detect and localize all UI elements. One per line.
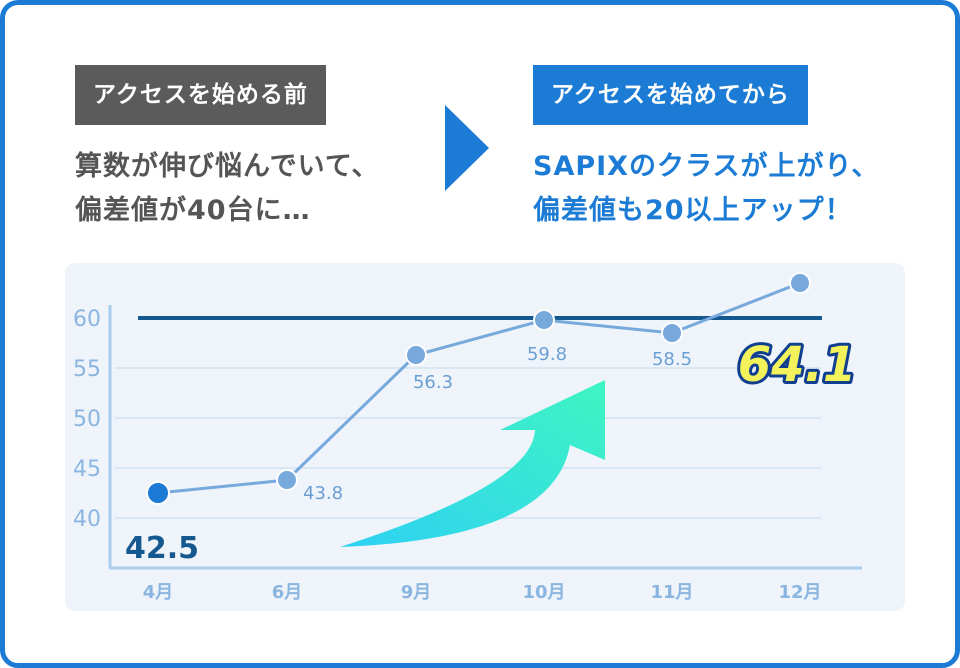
- x-tick-label: 10月: [522, 582, 565, 603]
- before-tag: アクセスを始める前: [75, 65, 326, 125]
- data-label: 43.8: [303, 483, 343, 504]
- after-tag: アクセスを始めてから: [533, 65, 808, 125]
- before-line-1: 算数が伸び悩んでいて、: [75, 151, 380, 182]
- y-tick-label: 45: [73, 457, 101, 482]
- y-tick-label: 60: [73, 307, 101, 332]
- y-tick-label: 50: [73, 407, 101, 432]
- x-tick-label: 6月: [272, 582, 303, 603]
- x-tick-label: 9月: [401, 582, 432, 603]
- data-point: [789, 272, 811, 294]
- data-label-start: 42.5: [125, 531, 199, 566]
- data-point: [146, 481, 170, 505]
- data-label: 58.5: [652, 349, 692, 370]
- data-point: [661, 322, 683, 344]
- rising-curved-arrow-icon: [340, 380, 605, 547]
- before-line-2: 偏差値が40台に…: [75, 195, 311, 226]
- data-label: 56.3: [413, 372, 453, 393]
- data-label: 59.8: [527, 344, 567, 365]
- before-description: 算数が伸び悩んでいて、 偏差値が40台に…: [75, 145, 380, 233]
- data-point: [533, 309, 555, 331]
- after-description: SAPIXのクラスが上がり、 偏差値も20以上アップ！: [533, 145, 879, 233]
- x-tick-label: 12月: [778, 582, 821, 603]
- series-line: [157, 281, 801, 495]
- y-tick-label: 40: [73, 507, 101, 532]
- after-line-2: 偏差値も20以上アップ！: [533, 195, 853, 226]
- after-line-1: SAPIXのクラスが上がり、: [533, 151, 880, 182]
- y-tick-label: 55: [73, 357, 101, 382]
- chart-panel: [65, 263, 905, 611]
- data-point: [276, 469, 298, 491]
- data-point: [405, 344, 427, 366]
- deviation-line-chart: 40 45 50 55 60 4月 6月 9月 10月 11月 12月 42.5 43.8 56.3 59.…: [73, 272, 862, 603]
- x-tick-label: 11月: [650, 582, 693, 603]
- right-triangle-arrow-icon: [445, 105, 489, 191]
- x-tick-label: 4月: [143, 582, 174, 603]
- data-label-highlight: 64.1: [738, 337, 856, 393]
